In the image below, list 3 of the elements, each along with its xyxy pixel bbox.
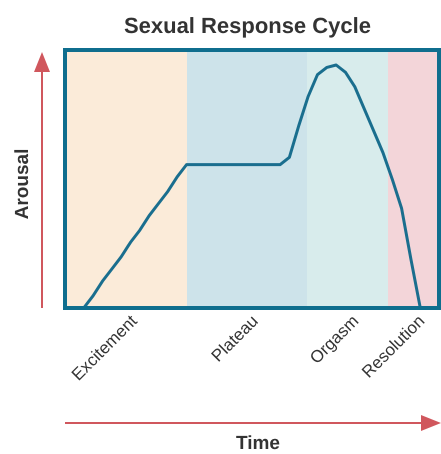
- y-axis-title: Arousal: [12, 148, 33, 220]
- text: Time: [236, 433, 280, 454]
- chart-title: Sexual Response Cycle: [124, 13, 372, 38]
